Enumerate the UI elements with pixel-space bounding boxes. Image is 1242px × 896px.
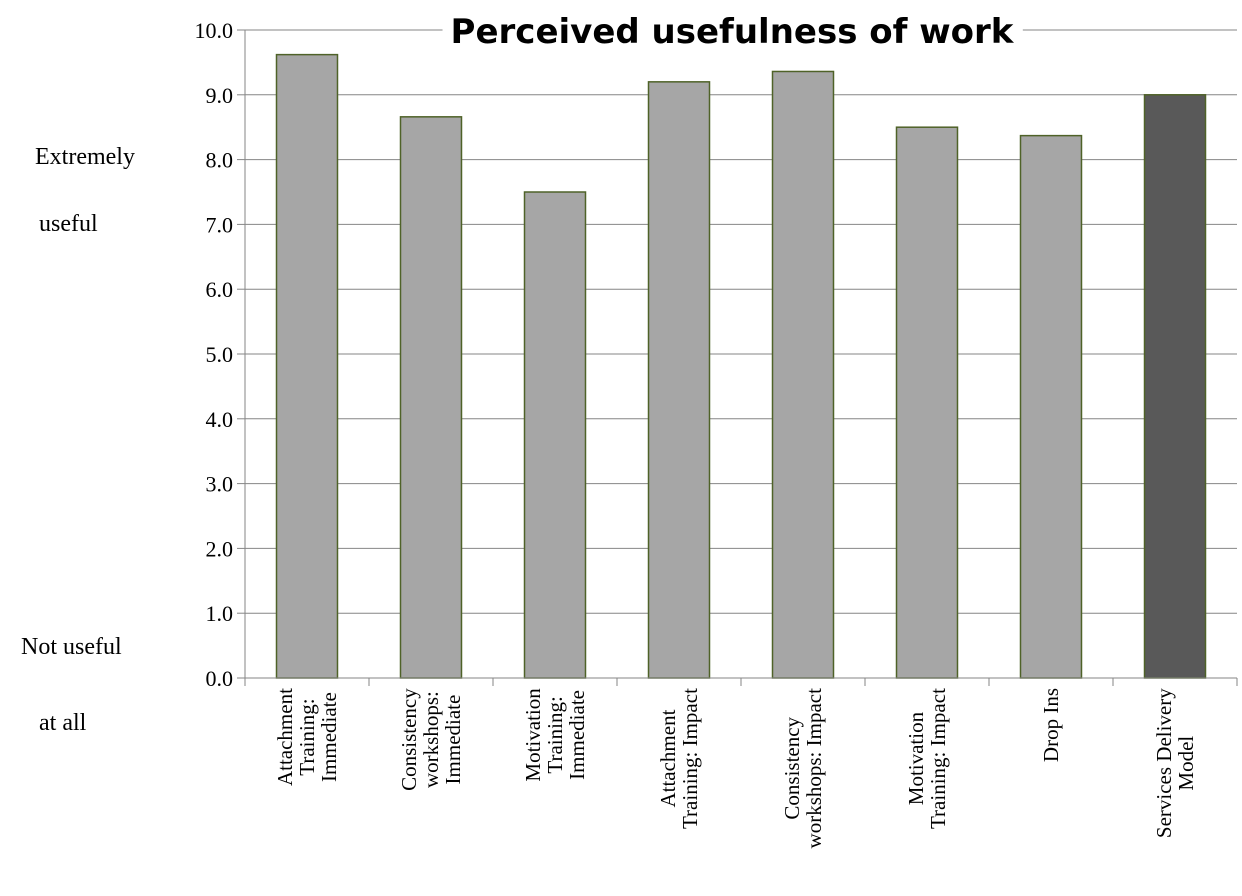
scale-top-label-line2: useful [39, 211, 98, 237]
bars [275, 53, 1207, 679]
bar [647, 81, 711, 679]
y-tick-label: 1.0 [206, 601, 234, 626]
y-tick-label: 3.0 [206, 472, 234, 497]
y-tick-labels: 0.0 1.0 2.0 3.0 4.0 5.0 6.0 7.0 8.0 9.0 10.0 [195, 18, 234, 691]
y-tick-label: 4.0 [206, 407, 234, 432]
x-tick-label: Drop Ins [1039, 688, 1063, 762]
bar [1143, 94, 1207, 679]
y-tick-label: 2.0 [206, 536, 234, 561]
title-group: Perceived usefulness of work [442, 10, 1023, 54]
x-tick-label: Services DeliveryModel [1152, 688, 1198, 838]
bar [399, 116, 463, 679]
y-tick-label: 7.0 [206, 212, 234, 237]
title-background [442, 10, 1023, 54]
x-tick-label: MotivationTraining: Impact [904, 688, 950, 829]
bar [1019, 134, 1083, 679]
y-tick-label: 0.0 [206, 666, 234, 691]
bar [895, 126, 959, 679]
bar [523, 191, 587, 679]
gridlines [245, 29, 1237, 614]
x-tick-label: Consistencyworkshops: Impact [780, 688, 826, 849]
x-tick-label: MotivationTraining:Immediate [521, 688, 589, 782]
bar [771, 70, 835, 679]
axes [237, 29, 1238, 686]
x-tick-label: Consistencyworkshops:Immediate [397, 688, 465, 791]
chart-title: Perceived usefulness of work [451, 12, 1015, 52]
scale-bottom-label-line1: Not useful [21, 634, 122, 660]
scale-bottom-label-line2: at all [39, 710, 87, 736]
x-tick-label: AttachmentTraining: Impact [656, 688, 702, 829]
y-tick-label: 8.0 [206, 148, 234, 173]
x-tick-labels: AttachmentTraining:Immediate Consistencyw… [273, 688, 1198, 849]
scale-top-label-line1: Extremely [35, 144, 135, 170]
x-tick-label: AttachmentTraining:Immediate [273, 688, 341, 786]
bar [275, 53, 339, 679]
y-tick-label: 5.0 [206, 342, 234, 367]
y-tick-label: 10.0 [195, 18, 234, 43]
y-tick-label: 9.0 [206, 83, 234, 108]
y-tick-label: 6.0 [206, 277, 234, 302]
